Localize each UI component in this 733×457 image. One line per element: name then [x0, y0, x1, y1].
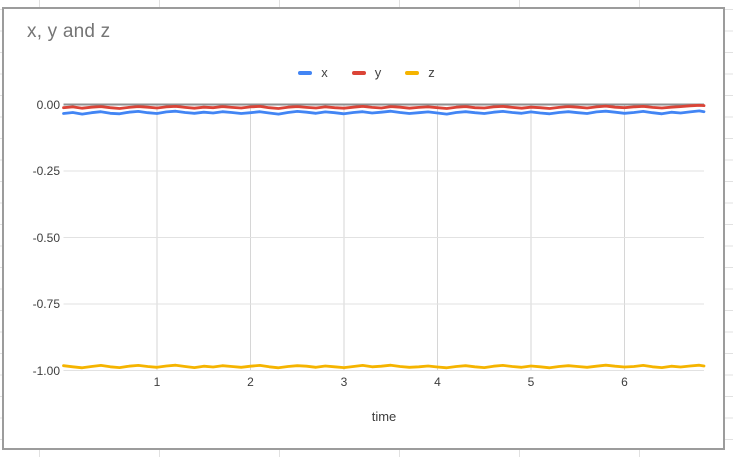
- chart-card[interactable]: [2, 7, 725, 450]
